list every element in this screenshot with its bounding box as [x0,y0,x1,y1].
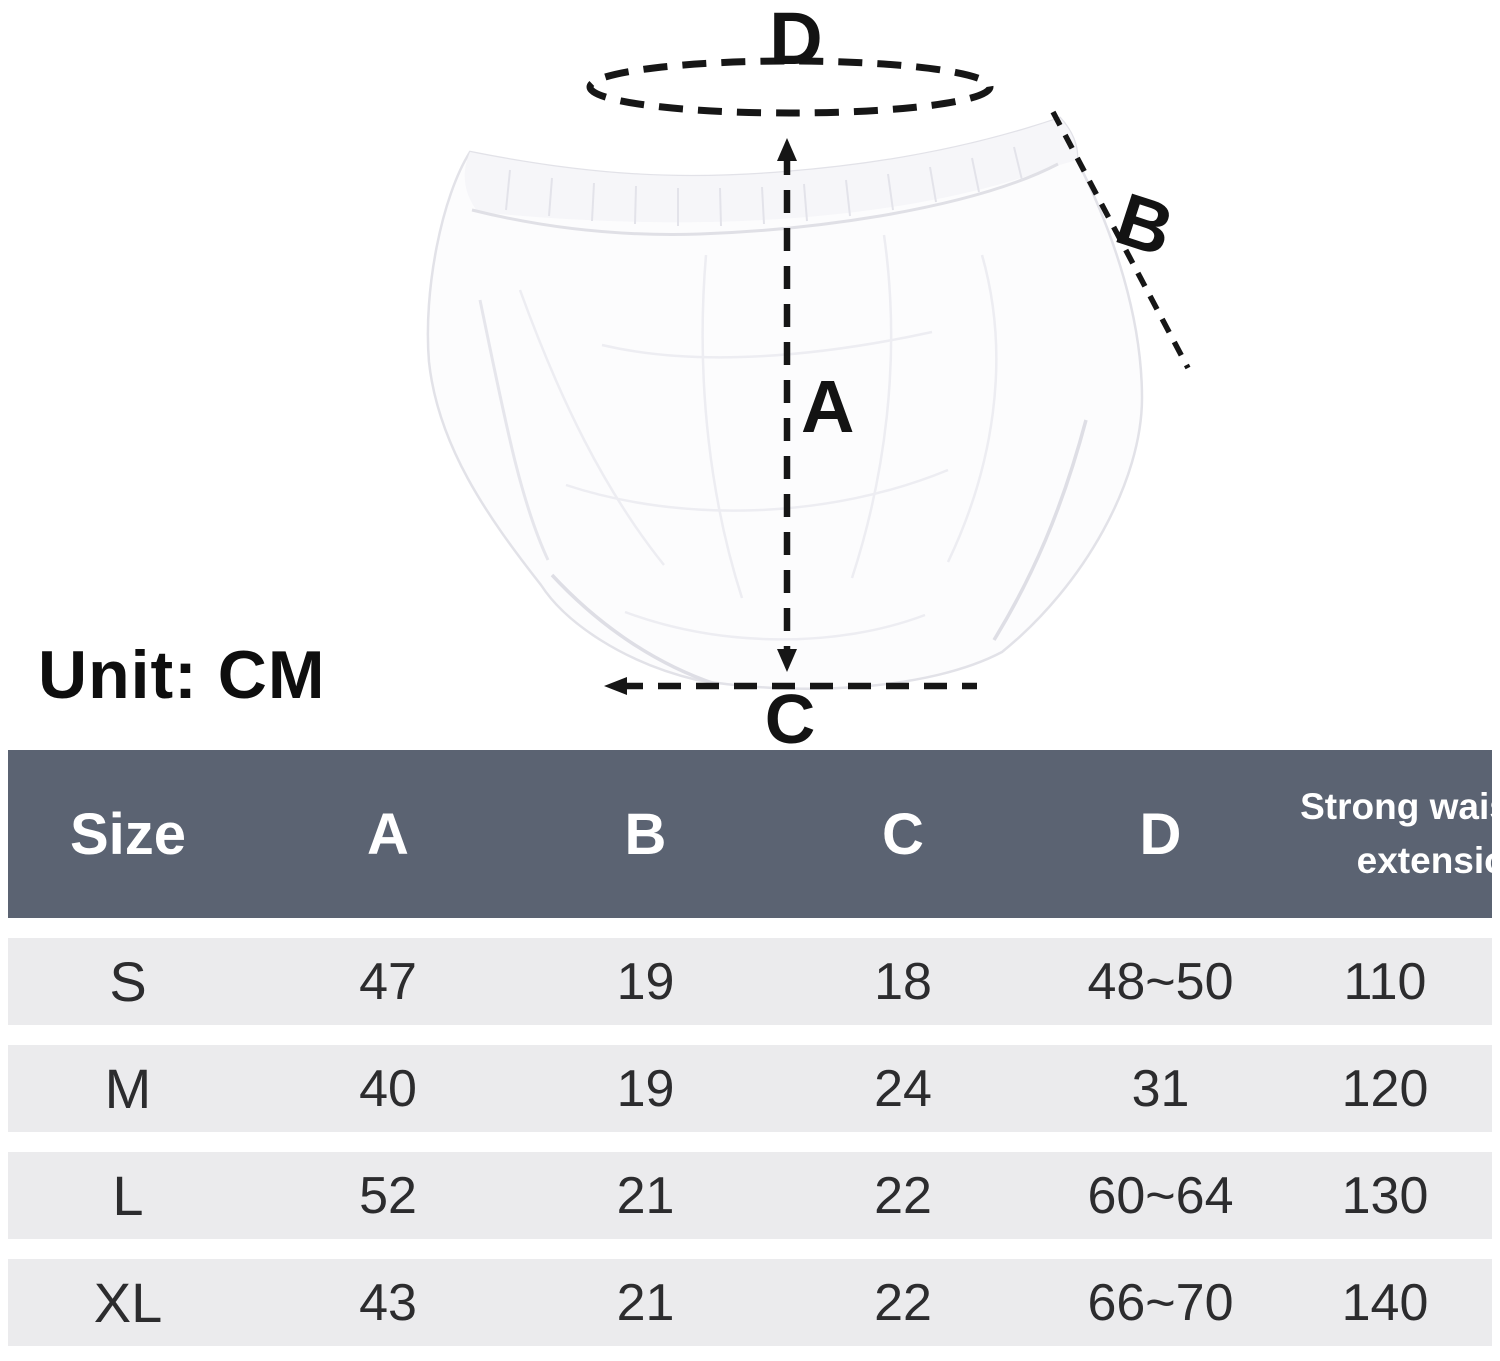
a-arrow-down [777,649,797,672]
b-value: 21 [616,1166,675,1225]
waistband-lower-edge [471,162,1059,236]
right-leg-elastic [992,419,1088,641]
b-value: 19 [616,1059,675,1118]
c-value: 22 [874,1273,932,1332]
a-value: 47 [359,952,417,1011]
col-header-extension-text: Strong waistline extension [1300,786,1500,881]
table-row-xl: XL 43 21 22 66~70 140 [8,1259,1492,1346]
size-value: XL [93,1271,163,1334]
b-value: 21 [616,1273,675,1332]
size-value: S [109,950,147,1013]
d-value: 48~50 [1087,952,1234,1011]
extension-value: 140 [1341,1273,1429,1332]
c-value: 24 [874,1059,932,1118]
size-table: Size A B C D Strong waistline extension … [8,750,1500,1346]
d-value: 60~64 [1087,1166,1234,1225]
col-header-a: A [367,801,409,867]
c-value: 18 [874,952,932,1011]
side-measure-line-b [1050,110,1191,370]
table-row-s: S 47 19 18 48~50 110 [8,938,1492,1025]
b-value: 19 [616,952,675,1011]
left-leg-elastic [550,573,716,686]
col-header-d: D [1139,801,1182,867]
table-row-m: M 40 19 24 31 120 [8,1045,1492,1132]
col-header-size: Size [69,801,187,867]
measurement-label-a: A [801,365,855,448]
col-header-c: C [882,801,924,867]
a-value: 40 [359,1059,417,1118]
measurement-label-c: C [764,680,816,758]
plastic-pants-illustration [426,57,1191,695]
a-value: 52 [359,1166,417,1225]
table-row-l: L 52 21 22 60~64 130 [8,1152,1492,1239]
left-side-fold [478,299,550,561]
d-value: 31 [1131,1059,1190,1118]
c-arrow-left [604,677,627,695]
measurement-label-d: D [769,0,823,80]
pants-outline [426,116,1144,690]
extension-value: 130 [1341,1166,1429,1225]
waistband-gathers [505,146,1023,227]
pants-waistband [464,118,1078,223]
a-value: 43 [359,1273,417,1332]
product-measurement-diagram: D B A C Unit: CM [38,0,1191,754]
waist-measure-ellipse-d [586,57,994,117]
size-table-header: Size A B C D Strong waistline extension [8,750,1500,918]
a-arrow-up [777,138,797,161]
unit-label: Unit: CM [38,637,326,713]
d-value: 66~70 [1087,1273,1234,1332]
extension-value: 120 [1341,1059,1429,1118]
size-value: M [104,1057,152,1120]
col-header-b: B [624,801,667,867]
c-value: 22 [874,1166,932,1225]
col-header-extension: Strong waistline extension [1278,780,1500,887]
plastic-creases [518,234,998,641]
size-value: L [112,1164,144,1227]
extension-value: 110 [1343,952,1427,1011]
